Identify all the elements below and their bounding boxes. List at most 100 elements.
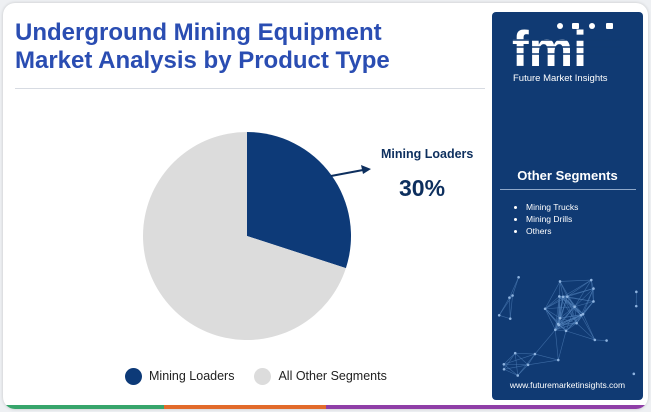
network-node: [557, 295, 561, 298]
network-line: [580, 314, 596, 341]
callout-value: 30%: [399, 175, 446, 201]
network-line: [503, 352, 516, 365]
network-line: [555, 322, 577, 331]
chart-legend: Mining Loaders All Other Segments: [125, 365, 407, 387]
legend-swatch: [254, 367, 272, 385]
network-line: [545, 306, 575, 310]
network-line: [503, 353, 536, 365]
network-line: [498, 295, 513, 316]
sidebar-panel: fmi Future Market Insights Other Segment…: [492, 12, 643, 400]
pie-slice-all-other-segments: [143, 132, 346, 341]
network-node: [517, 275, 520, 279]
network-node: [579, 313, 583, 317]
logo-text: Future Market Insights: [513, 73, 608, 84]
chart-card: Underground Mining Equipment Market Anal…: [3, 3, 648, 409]
chart-title: Underground Mining Equipment Market Anal…: [15, 19, 485, 75]
network-line: [565, 322, 577, 332]
title-line-2: Market Analysis by Product Type: [15, 47, 390, 74]
network-line: [514, 352, 529, 366]
network-line: [555, 329, 559, 361]
network-line: [582, 314, 596, 341]
bottom-bar-segment: [486, 405, 648, 409]
network-line: [559, 306, 575, 319]
network-line: [544, 296, 564, 310]
network-line: [574, 288, 594, 307]
network-line: [527, 359, 559, 366]
network-line: [515, 352, 535, 355]
legend-swatch: [125, 367, 142, 385]
network-node: [634, 304, 638, 308]
segments-divider: [500, 189, 636, 190]
network-line: [560, 313, 584, 319]
network-line: [509, 277, 519, 298]
legend-item-all-other-segments: All Other Segments: [254, 367, 387, 385]
legend-label: All Other Segments: [278, 369, 387, 383]
network-line: [582, 301, 594, 315]
network-node: [589, 278, 593, 282]
legend-item-mining-loaders: Mining Loaders: [125, 367, 234, 385]
network-line: [503, 364, 529, 370]
logo-icons: [557, 23, 613, 29]
network-line: [558, 281, 561, 297]
network-line: [574, 279, 592, 307]
network-node: [497, 313, 501, 317]
network-node: [556, 358, 560, 362]
network-line: [557, 296, 560, 325]
segment-item: Mining Drills: [514, 213, 578, 225]
title-line-1: Underground Mining Equipment: [15, 19, 382, 46]
network-line: [559, 279, 592, 282]
segment-item: Others: [514, 225, 578, 237]
network-node: [558, 280, 562, 283]
pie-chart: [143, 132, 371, 341]
network-line: [544, 296, 568, 310]
network-line: [503, 363, 529, 366]
network-line: [555, 296, 560, 330]
network-line: [555, 313, 584, 331]
network-node: [526, 363, 530, 367]
network-node: [508, 296, 511, 299]
network-line: [534, 329, 556, 355]
network-node: [556, 322, 560, 326]
network-node: [513, 351, 517, 355]
title-divider: [15, 88, 485, 89]
network-line: [509, 297, 511, 319]
network-line: [557, 306, 575, 325]
network-line: [559, 281, 564, 297]
other-segments-title: Other Segments: [517, 168, 618, 183]
network-line: [527, 353, 536, 365]
network-line: [557, 330, 567, 361]
network-node: [511, 294, 514, 297]
network-node: [502, 367, 506, 371]
network-node: [558, 316, 562, 320]
network-line: [499, 315, 511, 319]
network-node: [573, 305, 576, 308]
network-line: [559, 281, 575, 307]
network-line: [544, 308, 561, 319]
network-line: [555, 296, 564, 330]
network-line: [544, 281, 561, 309]
network-node: [593, 338, 597, 342]
network-line: [558, 322, 577, 325]
bottom-color-bar: [3, 405, 648, 409]
network-line: [567, 279, 592, 297]
callout-label: Mining Loaders: [381, 147, 474, 161]
network-line: [512, 277, 519, 296]
network-line: [574, 301, 594, 307]
segment-item: Mining Trucks: [514, 201, 578, 213]
network-node: [516, 374, 520, 377]
network-line: [555, 329, 567, 332]
network-node: [561, 295, 565, 299]
network-line: [576, 322, 596, 341]
network-node: [635, 290, 638, 294]
network-line: [565, 306, 575, 331]
network-line: [544, 308, 556, 330]
network-node: [632, 372, 636, 376]
network-line: [567, 296, 584, 315]
network-line: [582, 288, 594, 315]
network-node: [554, 328, 557, 332]
network-line: [544, 296, 560, 309]
network-node: [502, 362, 506, 366]
pie-slice-mining-loaders: [247, 132, 352, 269]
network-line: [574, 306, 577, 324]
network-node: [581, 312, 585, 316]
